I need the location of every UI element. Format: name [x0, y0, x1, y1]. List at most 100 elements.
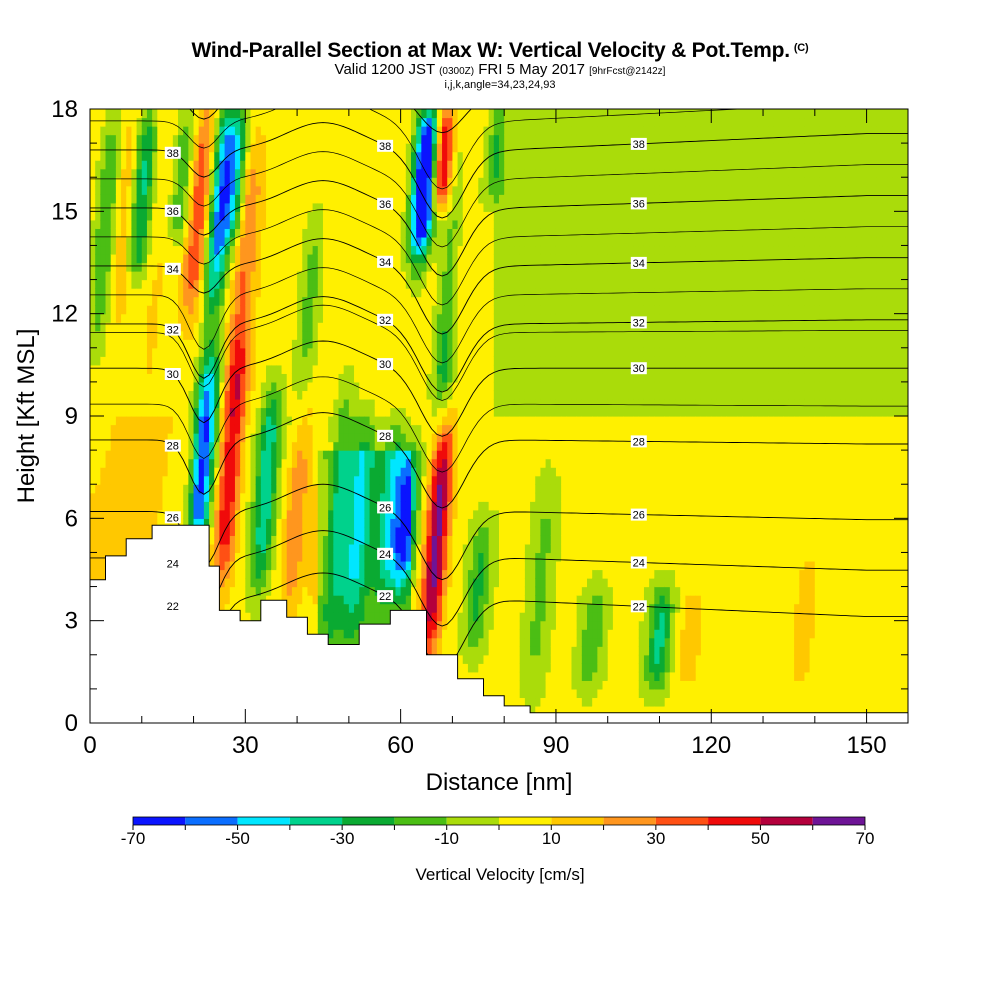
- velocity-cell: [90, 117, 96, 127]
- velocity-cell: [240, 458, 246, 468]
- velocity-cell: [328, 322, 334, 332]
- velocity-cell: [255, 177, 262, 187]
- velocity-cell: [307, 202, 314, 212]
- velocity-cell: [172, 253, 179, 264]
- velocity-cell: [302, 381, 309, 392]
- velocity-cell: [286, 151, 293, 161]
- velocity-cell: [286, 296, 293, 306]
- velocity-cell: [379, 279, 386, 289]
- velocity-cell: [390, 390, 397, 400]
- velocity-cell: [121, 134, 127, 144]
- velocity-cell: [260, 578, 267, 588]
- velocity-cell: [214, 228, 221, 238]
- velocity-cell: [240, 305, 246, 315]
- velocity-cell: [286, 330, 293, 340]
- velocity-cell: [95, 296, 101, 306]
- velocity-cell: [105, 126, 112, 136]
- velocity-cell: [317, 313, 324, 323]
- velocity-cell: [400, 296, 407, 306]
- velocity-cell: [348, 560, 355, 571]
- velocity-cell: [431, 552, 438, 562]
- velocity-cell: [141, 416, 148, 426]
- velocity-cell: [255, 603, 262, 613]
- velocity-cell: [266, 271, 272, 281]
- velocity-cell: [328, 407, 334, 417]
- velocity-cell: [224, 236, 231, 247]
- velocity-cell: [276, 313, 283, 323]
- velocity-cell: [250, 458, 257, 468]
- velocity-cell: [260, 569, 267, 579]
- velocity-cell: [369, 595, 376, 605]
- velocity-cell: [95, 262, 101, 272]
- velocity-cell: [136, 347, 143, 357]
- velocity-cell: [90, 126, 96, 136]
- velocity-cell: [374, 398, 381, 409]
- velocity-cell: [250, 177, 257, 187]
- velocity-cell: [307, 475, 314, 485]
- velocity-cell: [203, 433, 210, 443]
- velocity-cell: [255, 356, 262, 366]
- velocity-cell: [121, 253, 127, 264]
- velocity-cell: [379, 569, 386, 579]
- velocity-cell: [312, 373, 319, 383]
- velocity-cell: [312, 441, 319, 451]
- velocity-cell: [436, 305, 443, 315]
- velocity-cell: [431, 177, 438, 187]
- velocity-cell: [312, 245, 319, 255]
- velocity-cell: [390, 202, 397, 212]
- velocity-cell: [333, 578, 340, 588]
- velocity-cell: [157, 185, 164, 195]
- velocity-cell: [416, 535, 422, 545]
- velocity-cell: [126, 339, 133, 349]
- velocity-cell: [209, 501, 215, 511]
- velocity-cell: [250, 552, 257, 562]
- velocity-cell: [214, 467, 221, 477]
- velocity-cell: [369, 194, 376, 204]
- velocity-cell: [395, 373, 402, 383]
- velocity-cell: [317, 228, 324, 238]
- velocity-cell: [395, 271, 402, 281]
- velocity-cell: [291, 424, 298, 434]
- velocity-cell: [385, 398, 391, 409]
- velocity-cell: [421, 313, 428, 323]
- velocity-cell: [297, 424, 303, 434]
- velocity-cell: [131, 160, 138, 170]
- velocity-cell: [338, 194, 345, 204]
- velocity-cell: [385, 228, 391, 238]
- velocity-cell: [209, 202, 215, 212]
- velocity-cell: [95, 373, 101, 383]
- velocity-cell: [338, 526, 345, 536]
- velocity-cell: [224, 117, 231, 127]
- velocity-cell: [229, 202, 236, 212]
- velocity-cell: [390, 518, 397, 528]
- velocity-cell: [343, 475, 350, 485]
- velocity-cell: [260, 228, 267, 238]
- velocity-cell: [100, 381, 107, 392]
- velocity-cell: [110, 364, 117, 374]
- velocity-cell: [266, 450, 272, 460]
- velocity-cell: [421, 228, 428, 238]
- velocity-cell: [421, 134, 428, 144]
- velocity-cell: [172, 433, 179, 443]
- velocity-cell: [152, 509, 158, 519]
- velocity-cell: [260, 117, 267, 127]
- velocity-cell: [188, 271, 195, 281]
- velocity-cell: [203, 194, 210, 204]
- velocity-cell: [436, 390, 443, 400]
- velocity-cell: [152, 424, 158, 434]
- velocity-cell: [291, 433, 298, 443]
- velocity-cell: [276, 364, 283, 374]
- velocity-cell: [250, 288, 257, 298]
- velocity-cell: [328, 535, 334, 545]
- velocity-cell: [95, 126, 101, 136]
- velocity-cell: [312, 211, 319, 221]
- velocity-cell: [229, 569, 236, 579]
- velocity-cell: [105, 356, 112, 366]
- velocity-cell: [219, 245, 226, 255]
- velocity-cell: [426, 219, 433, 229]
- velocity-cell: [172, 407, 179, 417]
- velocity-cell: [302, 578, 309, 588]
- velocity-cell: [354, 424, 360, 434]
- velocity-cell: [431, 381, 438, 392]
- velocity-cell: [343, 390, 350, 400]
